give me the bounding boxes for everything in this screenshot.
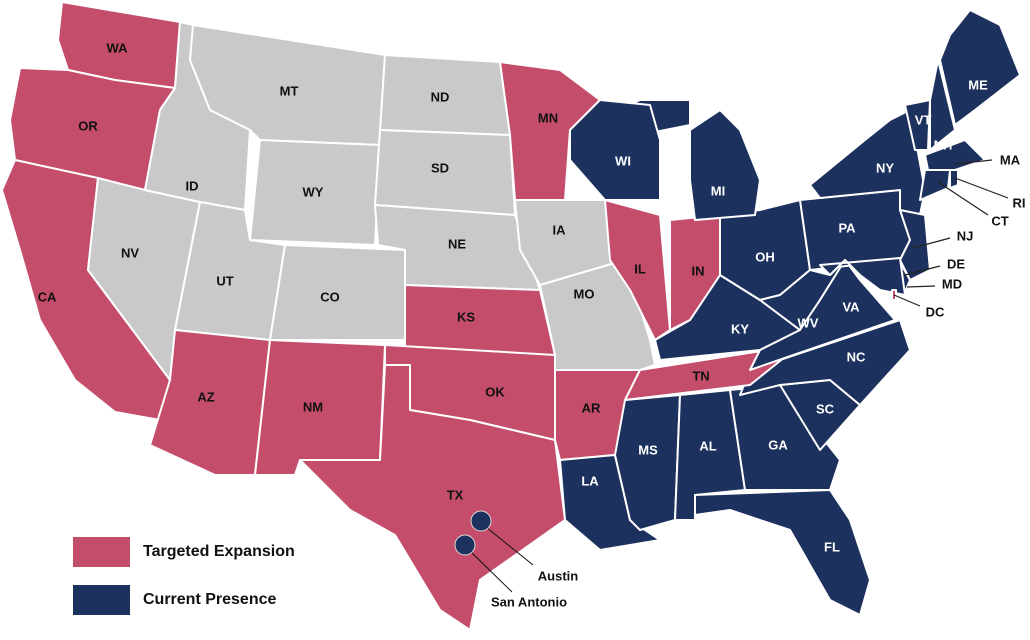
state-label-de: DE (947, 256, 965, 271)
state-label-mt: MT (280, 83, 299, 98)
state-nc[interactable] (739, 319, 911, 406)
legend-swatch-current (73, 585, 130, 615)
state-nh[interactable] (929, 59, 956, 151)
leader-line-ct (937, 181, 989, 216)
state-ct[interactable] (919, 169, 951, 201)
leader-line-dc (893, 294, 921, 307)
state-label-in: IN (692, 263, 705, 278)
legend-label: Targeted Expansion (143, 543, 295, 560)
state-label-sd: SD (431, 160, 449, 175)
state-label-co: CO (320, 289, 340, 304)
city-leader-line (469, 550, 513, 593)
state-label-id: ID (186, 178, 199, 193)
state-label-sc: SC (816, 401, 835, 416)
leader-line-ri (954, 177, 1009, 199)
leader-line-de (904, 265, 941, 276)
state-label-la: LA (581, 473, 599, 488)
leader-line-nj (912, 237, 951, 249)
state-vt[interactable] (904, 99, 931, 151)
state-label-nd: ND (431, 89, 450, 104)
state-label-wv: WV (798, 315, 819, 330)
state-label-me: ME (968, 77, 988, 92)
state-md[interactable] (819, 257, 906, 296)
state-label-pa: PA (838, 220, 856, 235)
state-label-ga: GA (768, 437, 788, 452)
city-leader-line (485, 526, 534, 566)
state-me[interactable] (939, 9, 1021, 126)
legend-label: Current Presence (143, 591, 277, 608)
state-label-wa: WA (107, 40, 129, 55)
state-mn[interactable] (499, 61, 601, 201)
state-label-ne: NE (448, 236, 466, 251)
state-label-ca: CA (38, 289, 57, 304)
city-label: San Antonio (491, 594, 567, 609)
legend-item-current-presence: Current Presence (73, 585, 276, 615)
state-label-ks: KS (457, 309, 475, 324)
state-label-nj: NJ (957, 228, 974, 243)
state-label-ri: RI (1013, 195, 1026, 210)
states-layer (1, 1, 1021, 631)
state-label-md: MD (942, 276, 962, 291)
state-label-ky: KY (731, 321, 749, 336)
state-label-fl: FL (824, 539, 840, 554)
legend-swatch-targeted (73, 537, 130, 567)
state-label-va: VA (842, 299, 860, 314)
state-ks[interactable] (404, 284, 556, 356)
state-fl[interactable] (694, 489, 871, 616)
state-wi[interactable] (569, 99, 661, 201)
state-label-wi: WI (615, 153, 631, 168)
state-tx[interactable] (299, 364, 566, 631)
state-label-vt: VT (915, 112, 932, 127)
state-label-al: AL (699, 438, 716, 453)
legend-item-targeted-expansion: Targeted Expansion (73, 537, 295, 567)
state-label-ut: UT (216, 273, 233, 288)
state-label-ms: MS (638, 442, 658, 457)
state-labels: WA OR CA NV ID MT WY UT CO AZ NM ND SD NE KS OK TX MN IA MO… (38, 40, 1026, 554)
state-label-nc: NC (847, 349, 866, 364)
state-label-tx: TX (447, 487, 464, 502)
leader-line-md (906, 285, 936, 288)
state-label-nh: NH (934, 137, 953, 152)
state-label-oh: OH (755, 249, 775, 264)
state-label-ny: NY (876, 160, 894, 175)
state-label-dc: DC (926, 304, 945, 319)
state-ny[interactable] (809, 109, 926, 216)
state-label-nm: NM (303, 399, 323, 414)
state-label-il: IL (634, 261, 646, 276)
city-marker-san-antonio[interactable] (454, 534, 476, 556)
state-label-tn: TN (692, 368, 709, 383)
city-label: Austin (538, 568, 579, 583)
state-va[interactable] (749, 259, 896, 371)
state-label-ok: OK (485, 384, 505, 399)
state-wy[interactable] (249, 139, 381, 246)
city-marker-austin[interactable] (470, 510, 492, 532)
state-label-ct: CT (991, 213, 1008, 228)
state-label-nv: NV (121, 245, 139, 260)
state-label-or: OR (78, 118, 98, 133)
state-label-ma: MA (1000, 152, 1021, 167)
state-il[interactable] (604, 199, 671, 341)
state-label-wy: WY (303, 184, 324, 199)
leader-lines (893, 159, 1009, 307)
state-ri[interactable] (949, 169, 959, 189)
state-label-mi: MI (711, 183, 725, 198)
state-label-mn: MN (538, 110, 558, 125)
state-label-ar: AR (582, 400, 601, 415)
state-label-ia: IA (553, 222, 567, 237)
city-markers: Austin San Antonio (454, 510, 579, 609)
state-label-mo: MO (574, 286, 595, 301)
leader-line-ma (954, 159, 993, 165)
state-label-az: AZ (197, 389, 214, 404)
